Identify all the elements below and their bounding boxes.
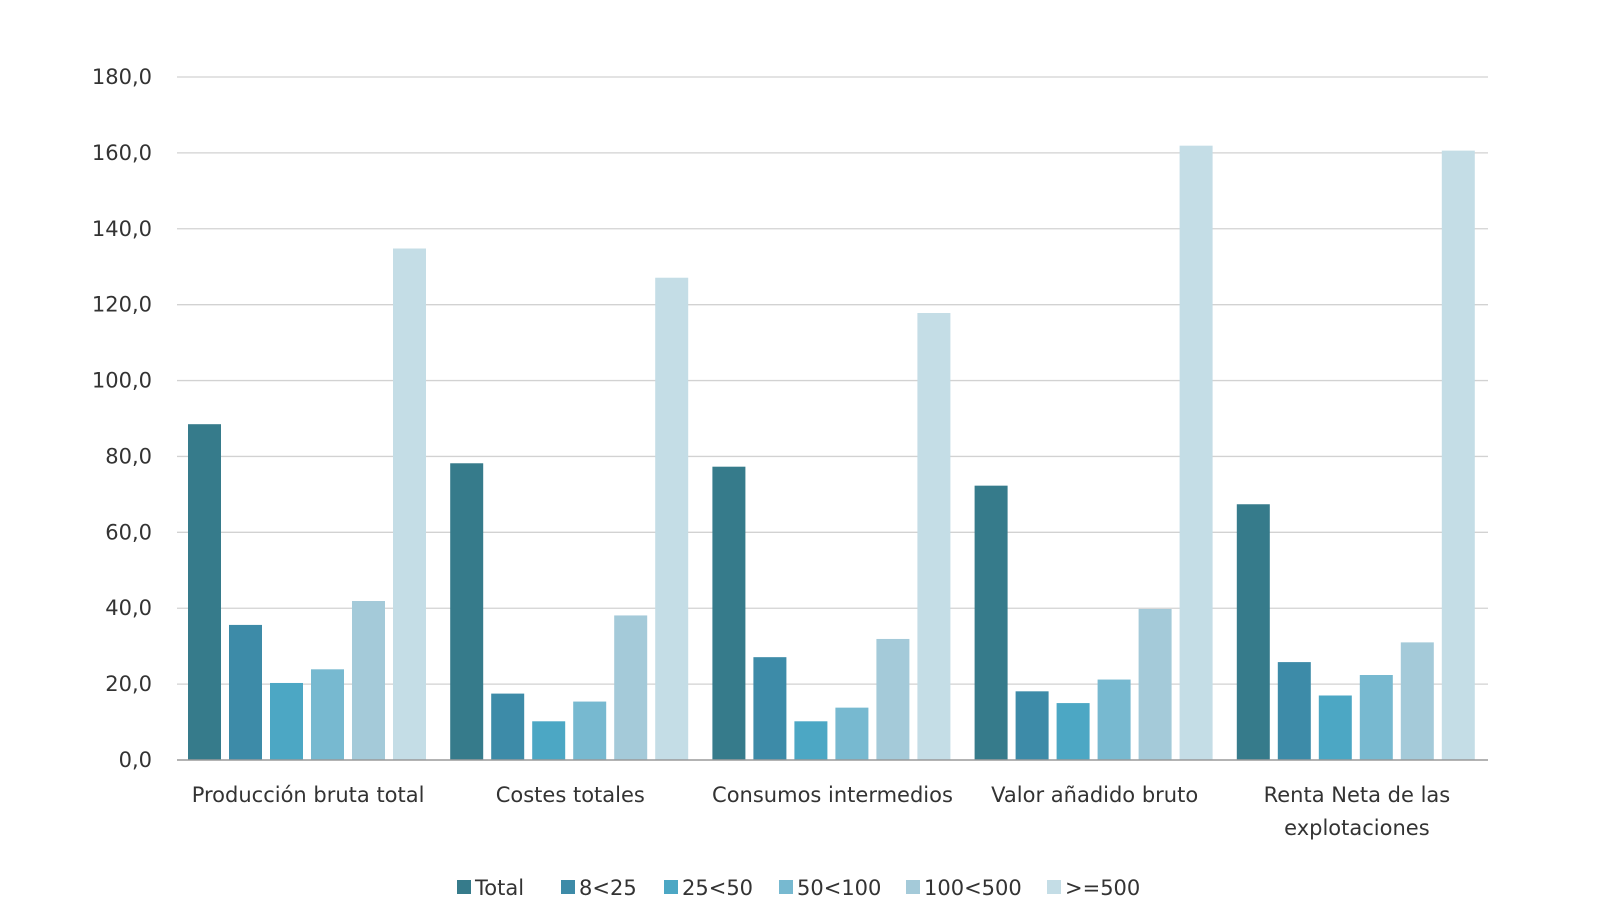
x-axis-category-labels: Producción bruta total Costes totales Cons… — [192, 783, 1451, 840]
bar — [835, 707, 869, 760]
bar — [753, 657, 787, 760]
legend-swatch — [457, 880, 471, 894]
bar — [1318, 695, 1352, 760]
y-tick-label: 140,0 — [92, 217, 152, 241]
bar — [614, 615, 648, 760]
legend-label: 25<50 — [682, 876, 753, 900]
legend-swatch — [779, 880, 793, 894]
bar — [573, 701, 607, 760]
bar — [491, 693, 525, 760]
x-category-label: Costes totales — [496, 783, 645, 807]
y-tick-label: 160,0 — [92, 141, 152, 165]
bar — [655, 277, 689, 760]
bar — [794, 721, 828, 760]
legend-swatch — [664, 880, 678, 894]
legend-swatch — [561, 880, 575, 894]
bar — [1015, 691, 1049, 760]
bar — [393, 248, 426, 760]
bar — [712, 466, 746, 760]
bar — [229, 624, 262, 760]
y-tick-label: 60,0 — [105, 520, 152, 544]
bar — [1138, 608, 1172, 760]
bar — [1056, 703, 1090, 760]
grid-lines — [177, 76, 1488, 685]
y-tick-label: 120,0 — [92, 293, 152, 317]
bar — [876, 638, 910, 760]
bar — [1236, 504, 1270, 760]
bar — [1400, 642, 1434, 760]
legend-label: 8<25 — [579, 876, 637, 900]
bar — [1277, 662, 1311, 760]
legend-swatch — [906, 880, 920, 894]
legend-label: Total — [474, 876, 524, 900]
x-category-label: Producción bruta total — [192, 783, 425, 807]
y-tick-label: 180,0 — [92, 65, 152, 89]
legend-label: 100<500 — [924, 876, 1022, 900]
x-category-label: Renta Neta de las — [1264, 783, 1451, 807]
legend-swatch — [1047, 880, 1061, 894]
bar — [1441, 150, 1475, 760]
bar — [270, 682, 303, 760]
bar — [311, 669, 344, 760]
bar — [1359, 675, 1393, 760]
x-category-label: Consumos intermedios — [712, 783, 953, 807]
bar — [1179, 145, 1213, 760]
legend-label: 50<100 — [797, 876, 881, 900]
bar — [188, 424, 221, 760]
y-tick-label: 0,0 — [119, 748, 152, 772]
bar — [1097, 679, 1131, 760]
y-axis-tick-labels: 0,0 20,0 40,0 60,0 80,0 100,0 120,0 140,0 160,0 1… — [92, 65, 152, 772]
bars — [188, 145, 1475, 760]
bar — [352, 601, 385, 760]
y-tick-label: 20,0 — [105, 672, 152, 696]
bar — [450, 463, 484, 760]
bar — [532, 721, 566, 760]
x-category-label: Valor añadido bruto — [991, 783, 1198, 807]
y-tick-label: 100,0 — [92, 369, 152, 393]
bar — [917, 313, 951, 760]
legend-label: >=500 — [1065, 876, 1140, 900]
bar — [974, 485, 1008, 760]
x-category-label: explotaciones — [1284, 816, 1430, 840]
y-tick-label: 80,0 — [105, 444, 152, 468]
y-tick-label: 40,0 — [105, 596, 152, 620]
legend: Total 8<25 25<50 50<100 100<500 >=500 — [457, 876, 1140, 900]
